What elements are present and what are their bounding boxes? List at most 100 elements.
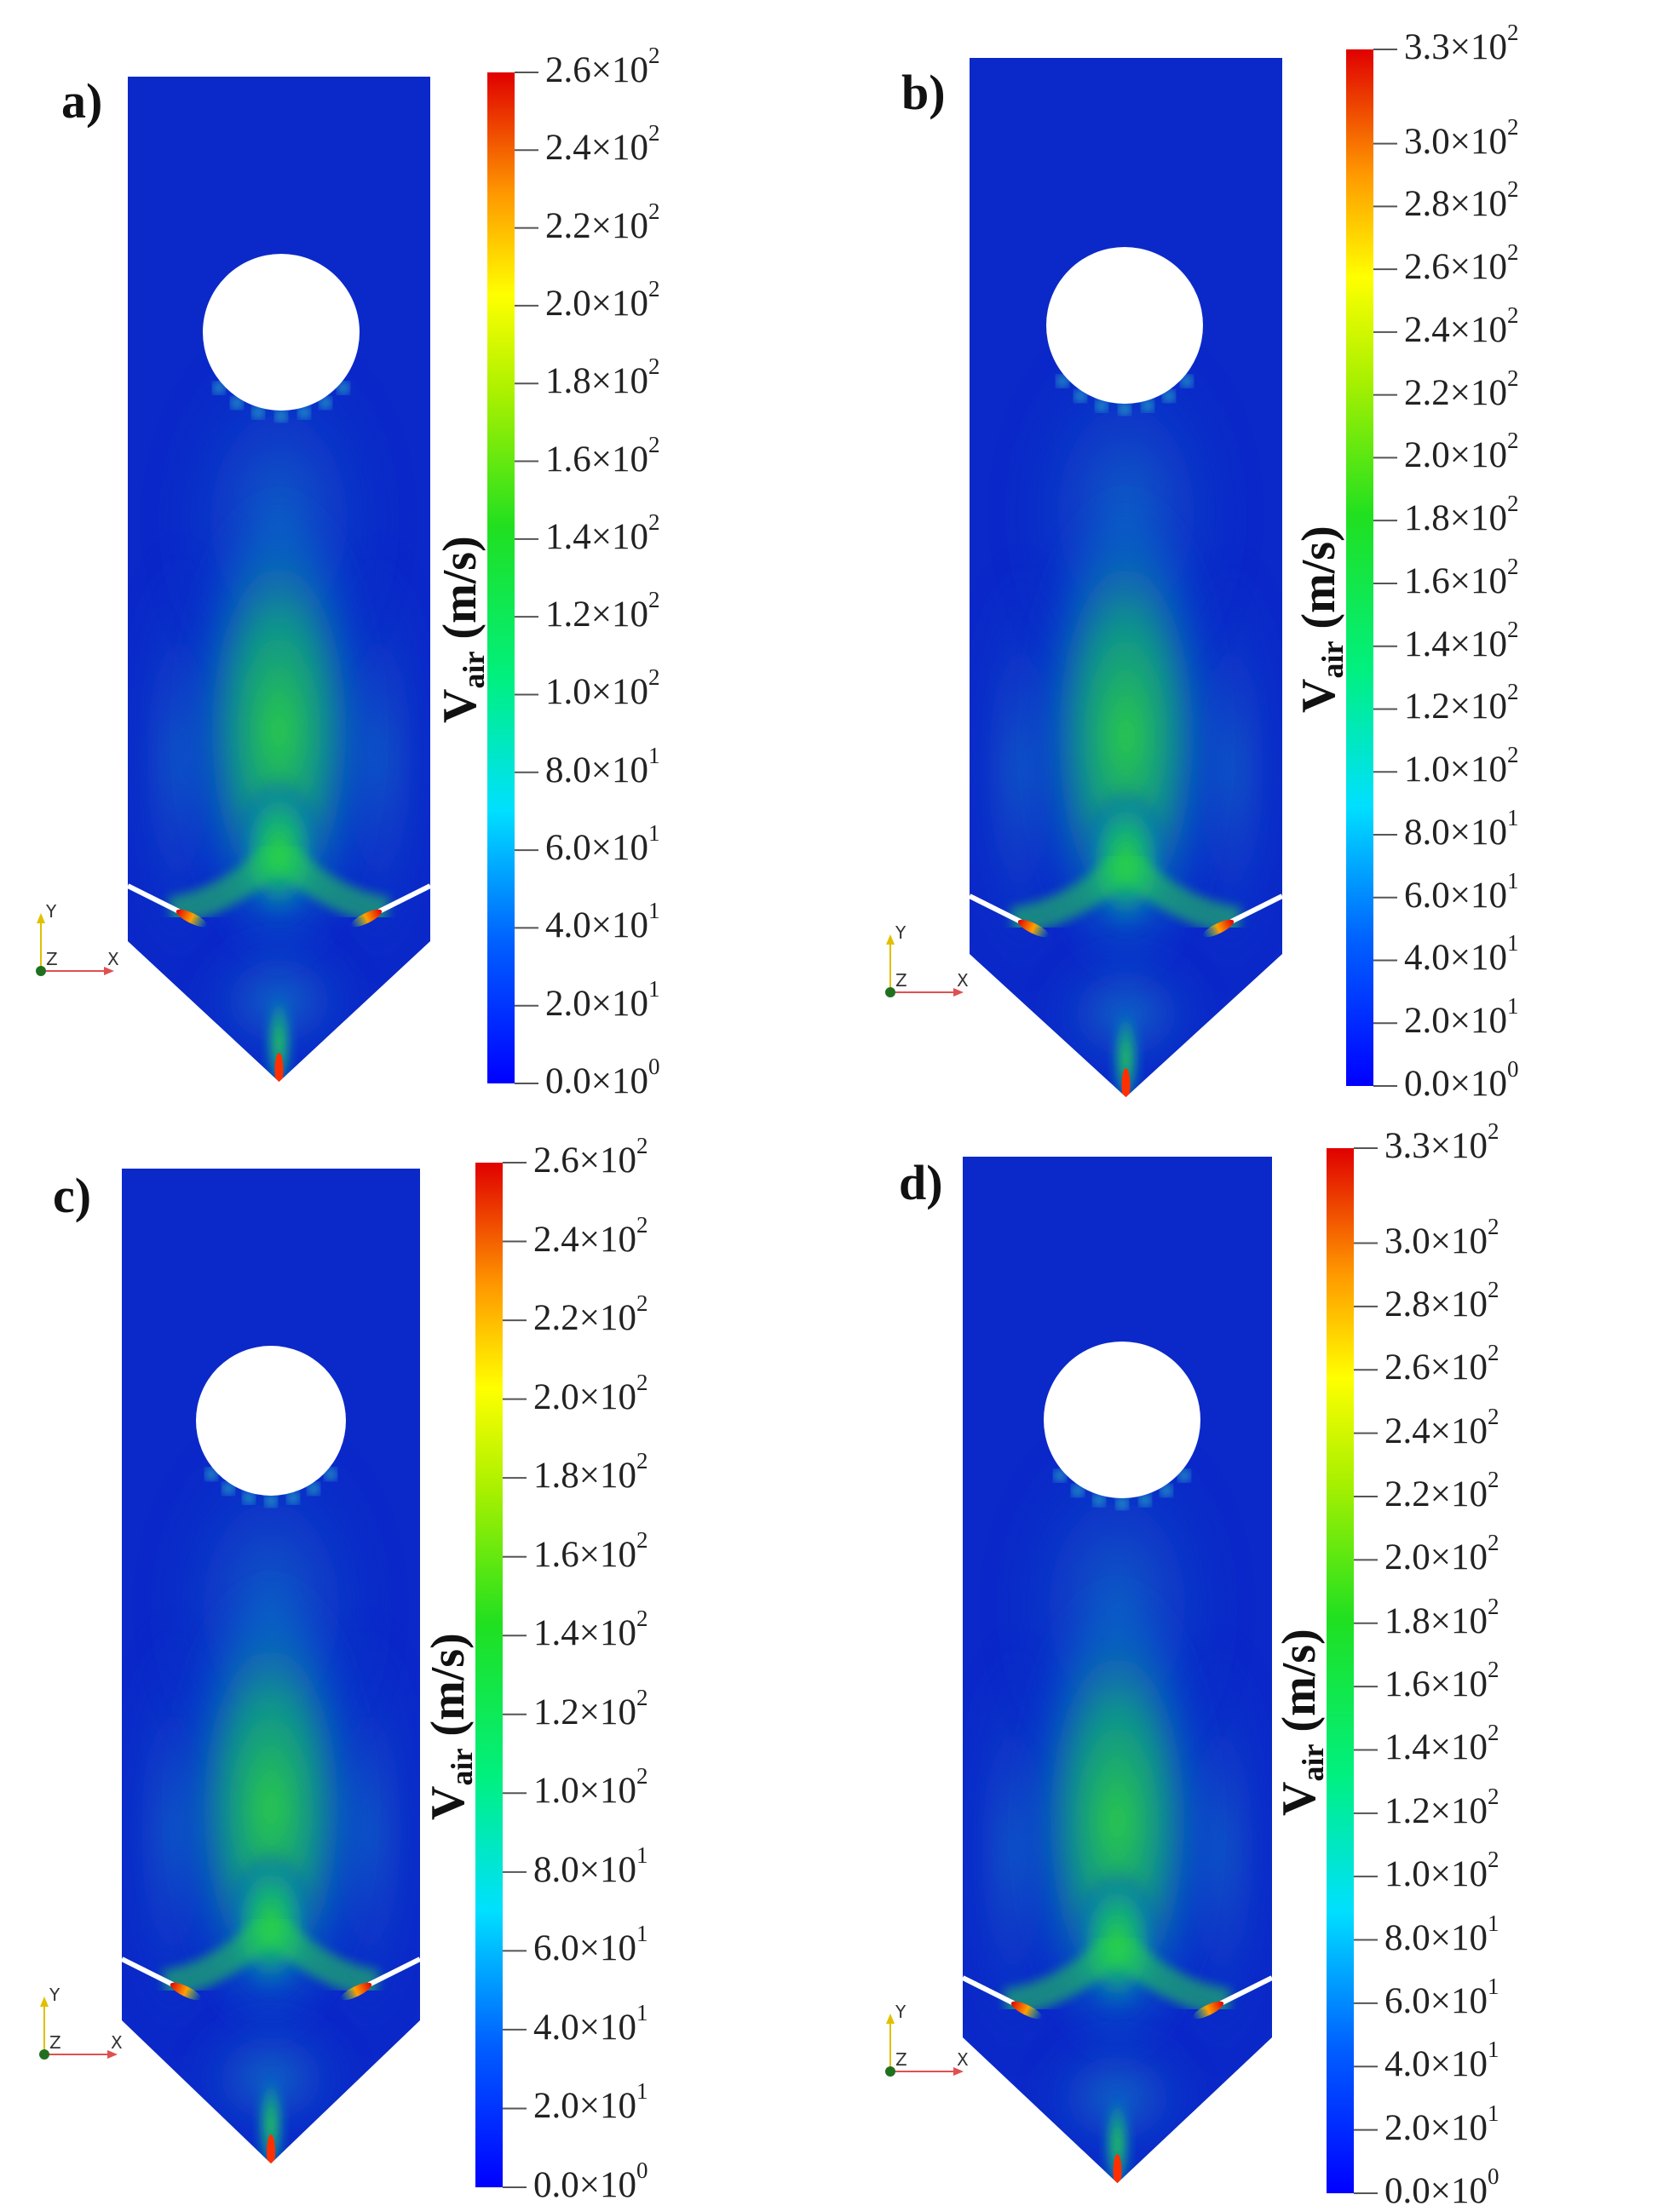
colorbar-tick-label: 2.0×101 [1404, 993, 1519, 1042]
central-jet-plume [169, 1566, 373, 2051]
panel-c [39, 1162, 527, 2188]
colorbar-tick-label: 1.2×102 [1384, 1783, 1499, 1831]
colorbar-tick-label: 1.2×102 [1404, 679, 1519, 727]
central-jet-plume [176, 481, 382, 980]
colorbar-tick-label: 8.0×101 [1384, 1910, 1499, 1958]
colorbar-tick-label: 2.0×102 [545, 275, 660, 324]
axis-letter-y: Y [895, 922, 907, 943]
xyz-axis-triad-icon [39, 1997, 118, 2060]
colorbar-tick-label: 6.0×101 [1384, 1973, 1499, 2021]
bottom-outlet-jet [267, 2134, 275, 2163]
colorbar-title: Vair (m/s) [1292, 525, 1350, 713]
colorbar-tick-label: 1.8×102 [1384, 1593, 1499, 1641]
axis-letter-x: X [957, 970, 969, 991]
colorbar-tick-label: 1.0×102 [533, 1763, 648, 1812]
axis-letter-y: Y [895, 2002, 907, 2022]
colorbar-tick-label: 2.4×102 [1384, 1403, 1499, 1451]
axis-letter-z: Z [895, 2049, 907, 2070]
colorbar-tick-label: 4.0×101 [1404, 930, 1519, 979]
circular-hole [1046, 247, 1203, 404]
colorbar-tick-label: 3.3×102 [1404, 20, 1519, 67]
colorbar-tick-label: 2.4×102 [1404, 302, 1519, 350]
colorbar-tick-label: 6.0×101 [545, 820, 660, 869]
colorbar-title: Vair (m/s) [422, 1632, 479, 1820]
colorbar [1327, 1148, 1354, 2193]
colorbar-tick-label: 1.6×102 [533, 1526, 648, 1575]
panel-label: a) [61, 73, 103, 129]
panel-b [885, 49, 1397, 1097]
left-nozzle-jet [176, 909, 208, 928]
colorbar-tick-label: 2.4×102 [545, 120, 660, 169]
colorbar-tick-label: 2.2×102 [1404, 365, 1519, 413]
colorbar-tick-label: 3.0×102 [1404, 113, 1519, 162]
left-nozzle-jet [1017, 919, 1050, 938]
axis-letter-z: Z [895, 970, 907, 991]
colorbar-tick-label: 1.2×102 [533, 1684, 648, 1732]
colorbar-tick-label: 8.0×101 [545, 742, 660, 790]
panel-label: b) [901, 65, 946, 120]
colorbar-title: Vair (m/s) [434, 535, 491, 723]
colorbar-tick-label: 2.0×102 [533, 1369, 648, 1417]
colorbar-tick-label: 1.6×102 [1384, 1657, 1499, 1705]
axis-letter-x: X [111, 2032, 123, 2053]
colorbar [487, 72, 515, 1083]
colorbar-tick-label: 2.0×101 [533, 2078, 648, 2127]
colorbar-tick-label: 1.0×102 [1404, 742, 1519, 790]
right-nozzle-jet [350, 909, 383, 928]
right-nozzle-jet [340, 1982, 372, 2001]
colorbar-tick-label: 1.4×102 [1384, 1720, 1499, 1768]
bottom-outlet-jet [1113, 2154, 1122, 2183]
colorbar-tick-label: 2.0×101 [545, 975, 660, 1024]
central-jet-plume [1023, 479, 1229, 993]
bottom-outlet-jet [1121, 1068, 1131, 1097]
colorbar-tick-label: 0.0×100 [1384, 2163, 1499, 2211]
axis-letter-z: Z [49, 2032, 61, 2053]
colorbar [1346, 49, 1373, 1086]
colorbar-tick-label: 3.0×102 [1384, 1213, 1499, 1261]
colorbar-tick-label: 0.0×100 [545, 1054, 660, 1101]
colorbar-tick-label: 4.0×101 [1384, 2037, 1499, 2085]
colorbar-tick-label: 1.6×102 [545, 431, 660, 480]
axis-letter-y: Y [46, 901, 57, 922]
colorbar-tick-label: 2.2×102 [1384, 1467, 1499, 1514]
colorbar-tick-label: 2.8×102 [1384, 1276, 1499, 1324]
colorbar-tick-label: 2.6×102 [533, 1133, 648, 1181]
colorbar-tick-label: 1.0×102 [1384, 1847, 1499, 1895]
circular-hole [203, 254, 360, 411]
colorbar-tick-label: 2.0×102 [1404, 428, 1519, 476]
colorbar-tick-label: 1.2×102 [545, 587, 660, 635]
bottom-outlet-jet [274, 1053, 284, 1082]
colorbar-tick-label: 6.0×101 [533, 1921, 648, 1969]
panel-label: c) [53, 1168, 92, 1223]
right-nozzle-jet [1202, 919, 1235, 938]
right-nozzle-jet [1192, 2001, 1224, 2020]
colorbar-tick-label: 2.8×102 [1404, 176, 1519, 225]
colorbar-tick-label: 1.8×102 [1404, 491, 1519, 539]
axis-letter-x: X [107, 949, 119, 969]
circular-hole [196, 1346, 346, 1496]
colorbar-tick-label: 2.6×102 [1384, 1340, 1499, 1388]
panel-d [885, 1147, 1378, 2194]
colorbar-tick-label: 2.0×102 [1384, 1530, 1499, 1578]
colorbar-tick-label: 0.0×100 [533, 2157, 648, 2205]
xyz-axis-triad-icon [885, 2014, 964, 2077]
colorbar-tick-label: 3.3×102 [1384, 1118, 1499, 1166]
colorbar-tick-label: 2.6×102 [1404, 239, 1519, 288]
colorbar [475, 1163, 503, 2187]
colorbar-tick-label: 2.0×101 [1384, 2100, 1499, 2148]
colorbar-tick-label: 1.4×102 [545, 508, 660, 557]
central-jet-plume [1015, 1570, 1220, 2073]
colorbar-tick-label: 2.2×102 [545, 198, 660, 246]
colorbar-tick-label: 2.4×102 [533, 1211, 648, 1260]
colorbar-tick-label: 6.0×101 [1404, 867, 1519, 916]
colorbar-tick-label: 2.2×102 [533, 1290, 648, 1339]
colorbar-tick-label: 4.0×101 [533, 1999, 648, 2048]
colorbar-tick-label: 1.6×102 [1404, 553, 1519, 601]
circular-hole [1044, 1342, 1200, 1498]
colorbar-tick-label: 4.0×101 [545, 898, 660, 946]
xyz-axis-triad-icon [885, 934, 964, 997]
panel-label: d) [899, 1155, 943, 1210]
colorbar-tick-label: 2.6×102 [545, 43, 660, 90]
colorbar-tick-label: 1.4×102 [533, 1606, 648, 1654]
